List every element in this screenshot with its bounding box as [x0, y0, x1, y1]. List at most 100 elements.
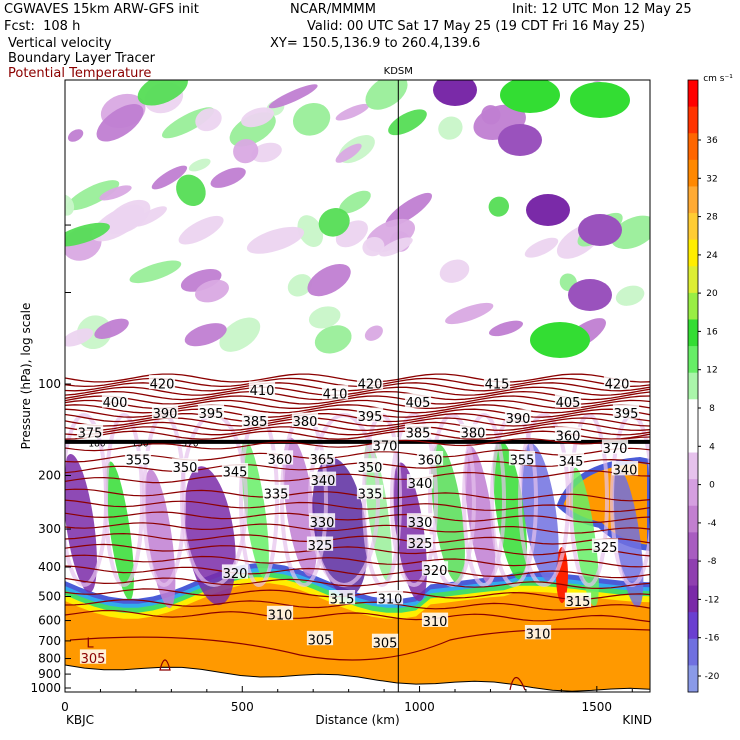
contour-label-bg [79, 649, 107, 664]
contour-label-group: 370 [601, 439, 629, 457]
vv-strat-cell [438, 116, 463, 140]
terrain [65, 664, 650, 692]
contour-label-group: 385 [404, 424, 432, 442]
theta-strat-line [65, 426, 650, 436]
theta-trop-line [65, 499, 650, 513]
contour-label: 330 [408, 516, 433, 531]
contour-label-group: 380 [459, 424, 487, 442]
y-tick-label: 300 [38, 522, 61, 536]
contour-label-bg [508, 451, 536, 466]
contour-label-bg [197, 404, 225, 419]
contour-label-group: 345 [557, 452, 585, 470]
colorbar-label: 36 [706, 136, 718, 146]
contour-label-group: 350 [356, 458, 384, 476]
y-tick-label: 400 [38, 560, 61, 574]
axes: 0 500 1000 15001002003004005006007008009001… [19, 66, 652, 727]
contour-label: 395 [358, 410, 383, 425]
contour-label-group: 390 [504, 409, 532, 427]
vv-strong-cell [498, 124, 542, 156]
contour-label-group: 340 [406, 474, 434, 492]
contour-label: 310 [268, 609, 293, 624]
theta-trop-line [65, 577, 650, 590]
contour-label: 415 [485, 378, 510, 393]
y-tick-label: 700 [38, 634, 61, 648]
contour-label: 320 [223, 567, 248, 582]
contour-label: 315 [330, 593, 355, 608]
contour-label-bg [356, 484, 384, 500]
colorbar: 36 32 28 24 20 16 12 8 4 0 -4 -8 -12 -16 -20 cm s⁻¹ [687, 74, 733, 693]
contour-label-bg [328, 590, 356, 605]
contour-label: 405 [556, 396, 581, 411]
contour-label-bg [524, 625, 552, 640]
colorbar-swatch [688, 159, 698, 187]
vv-strat-cell [379, 237, 413, 257]
contour-label-group: 150 [131, 440, 148, 450]
colorbar-swatch [688, 80, 698, 108]
colorbar-label: -12 [705, 595, 720, 605]
vv-green-cell [570, 82, 630, 118]
vv-strat-cell [67, 129, 84, 142]
contour-label-group: 320 [421, 561, 449, 579]
colorbar-label: 28 [706, 213, 718, 223]
contour-label-bg [416, 451, 444, 466]
contour-label-bg [421, 612, 449, 627]
vv-strat-cell [385, 192, 432, 228]
contour-label-group: 395 [356, 407, 384, 425]
contour-label-bg [262, 484, 290, 500]
contour-label: 410 [323, 388, 348, 403]
colorbar-frame [687, 79, 699, 693]
contour-label-bg [266, 605, 294, 621]
contour-label: 150 [131, 440, 148, 450]
theta-trop-line [65, 565, 650, 579]
contour-label: 350 [358, 461, 383, 476]
contour-label-group: 420 [148, 374, 176, 393]
vv-strat-cell [287, 274, 313, 297]
vv-strat-cell [335, 143, 362, 163]
colorbar-label: 24 [706, 251, 718, 261]
theta-trop-line [65, 609, 650, 623]
contour-label-group: 310 [266, 605, 294, 624]
colorbar-label: 16 [706, 327, 718, 337]
colorbar-label: -20 [705, 672, 720, 682]
contour-label-group: 420 [356, 374, 384, 393]
contour-label-group: 310 [421, 612, 449, 630]
org-label: NCAR/MMMM [290, 2, 376, 17]
colorbar-swatch [688, 585, 698, 613]
contour-label-bg [421, 561, 449, 576]
colorbar-swatch [688, 425, 698, 454]
contour-label-group: 325 [591, 538, 619, 556]
contour-label-group: 350 [171, 458, 199, 476]
theta-trop-line [65, 599, 650, 611]
contour-label-group: 395 [197, 404, 225, 422]
contour-label-group: 365 [308, 450, 336, 468]
contour-label-group: 310 [524, 625, 552, 643]
contour-label-group: 305 [79, 649, 107, 667]
vv-strat-cell [318, 208, 350, 237]
vv-strat-cell [233, 139, 259, 164]
contour-label-bg [591, 538, 619, 553]
contour-label: 345 [223, 466, 248, 481]
y-tick-label: 200 [38, 469, 61, 483]
station-left: KBJC [66, 713, 94, 727]
contour-label: 325 [308, 539, 333, 554]
contour-label-group: 335 [356, 484, 384, 503]
vv-strat-cell [339, 190, 371, 214]
contour-label: 385 [406, 427, 431, 442]
contour-label-group: L [86, 636, 94, 651]
vv-trop-cell [612, 468, 644, 608]
vv-strat-cell [308, 306, 341, 329]
vv-trop-cell [65, 453, 97, 593]
contour-label-bg [241, 412, 269, 427]
contour-label-group: 355 [508, 451, 536, 469]
contour-label: 350 [173, 461, 198, 476]
vv-strat-cell [65, 222, 110, 247]
contour-label-group: 330 [308, 513, 336, 531]
vv-strat-cell [251, 142, 282, 163]
contour-label: 325 [593, 541, 618, 556]
vv-trop-halo [390, 413, 438, 587]
theta-trop-line [65, 543, 650, 557]
contour-label: 330 [310, 516, 335, 531]
contour-label: 385 [243, 415, 268, 430]
vv-trop-halo [569, 413, 609, 587]
contour-label-group: 325 [406, 534, 434, 552]
